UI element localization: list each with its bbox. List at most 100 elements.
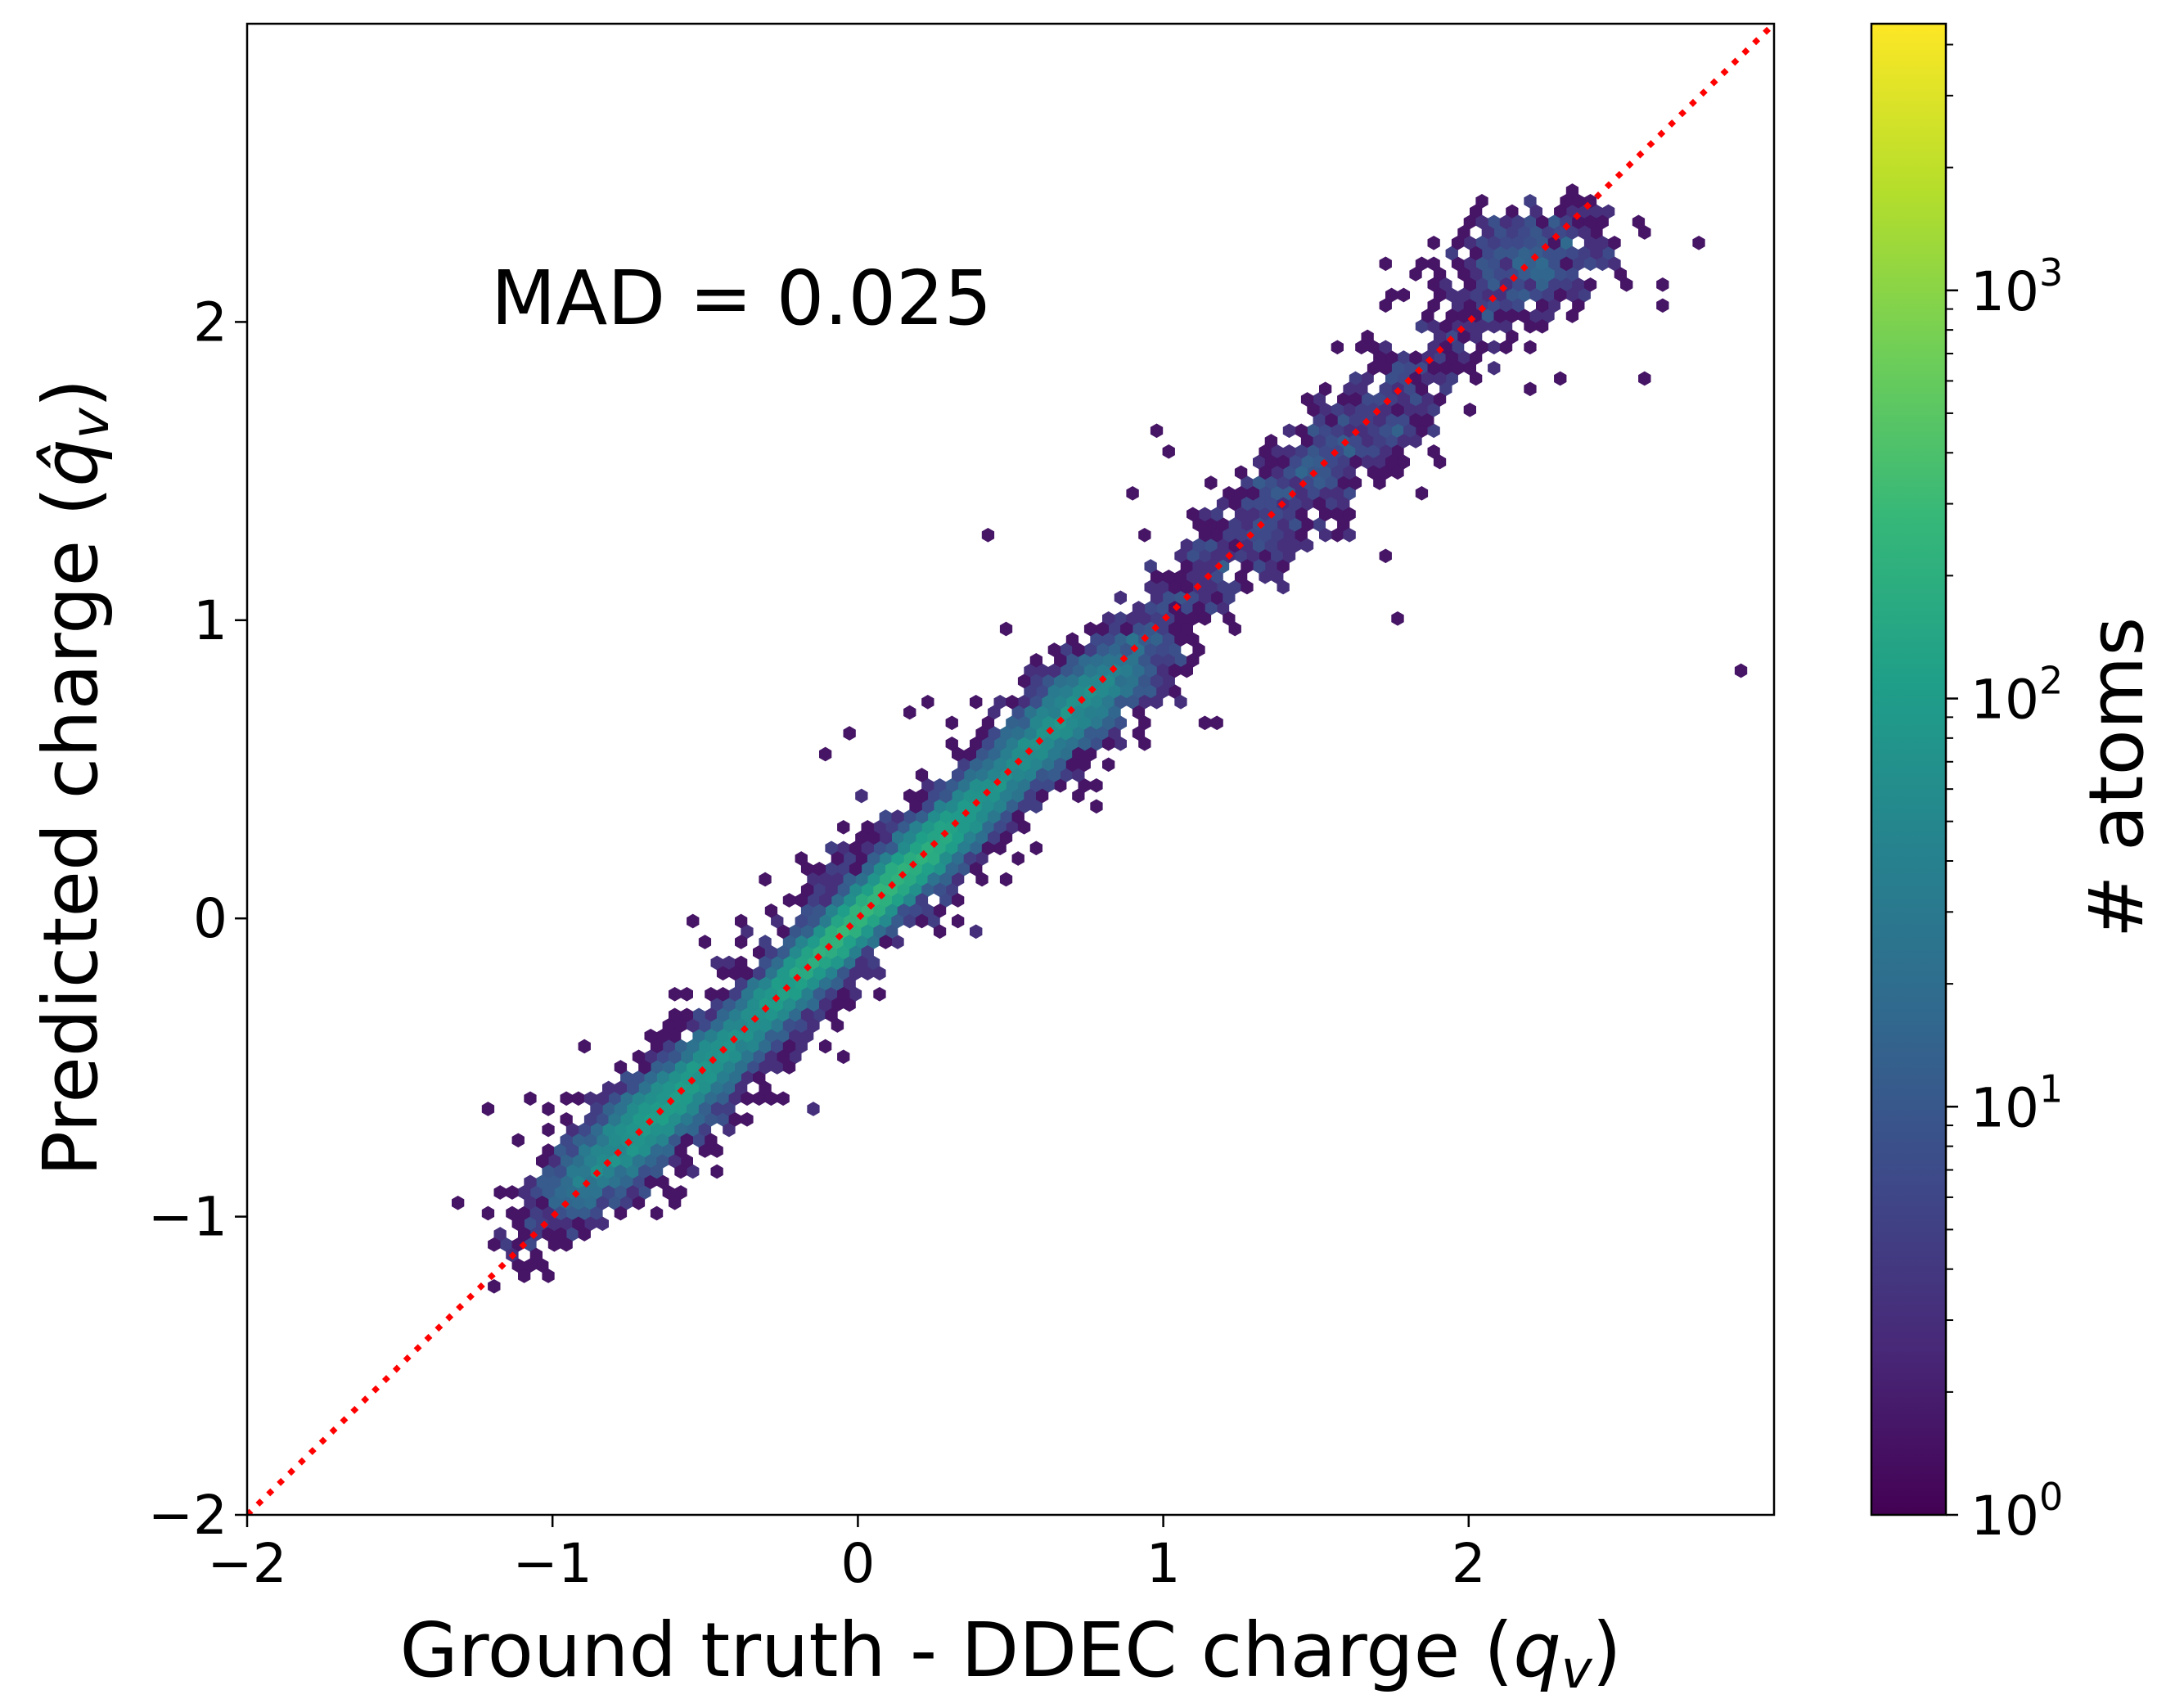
hexbin-cell: [1150, 423, 1164, 439]
hexbin-cell: [993, 799, 1006, 814]
hexbin-cell: [1042, 694, 1055, 710]
hexbin-cell: [1565, 183, 1579, 198]
hexbin-cell: [1542, 267, 1555, 282]
hexbin-cell: [1475, 193, 1488, 209]
hexbin-cell: [1608, 235, 1621, 250]
hexbin-cell: [963, 746, 976, 762]
hexbin-cell: [1011, 768, 1024, 782]
hexbin-cell: [818, 893, 832, 908]
hexbin-cell: [1470, 246, 1483, 261]
hexbin-cell: [1132, 705, 1146, 720]
hexbin-cell: [1223, 611, 1236, 626]
hexbin-cell: [668, 1049, 682, 1065]
hexbin-cell: [529, 1247, 543, 1263]
hexbin-cell: [1259, 465, 1272, 480]
hexbin-cell: [1488, 235, 1501, 250]
hexbin-cell: [698, 1102, 712, 1116]
hexbin-cell: [873, 986, 886, 1002]
hexbin-cell: [614, 1060, 628, 1075]
hexbin-cell: [1475, 214, 1488, 230]
hexbin-cell: [1090, 777, 1103, 793]
hexbin-cell: [1295, 485, 1308, 501]
hexbin-cell: [777, 1049, 790, 1065]
hexbin-cell: [999, 872, 1013, 887]
hexbin-cell: [1572, 214, 1585, 230]
hexbin-cell: [1475, 318, 1488, 334]
hexbin-cell: [1409, 267, 1422, 282]
hexbin-cell: [650, 1206, 664, 1221]
hexbin-cell: [705, 1028, 718, 1043]
hexbin-cell: [1421, 309, 1434, 323]
hexbin-cell: [1011, 851, 1024, 866]
hexbin-cell: [831, 1018, 844, 1033]
hexbin-cell: [1017, 674, 1031, 689]
hexbin-cell: [1234, 465, 1248, 480]
hexbin-cell: [1162, 444, 1175, 459]
hexbin-cell: [668, 1028, 682, 1043]
hexbin-cell: [1156, 642, 1169, 657]
hexbin-cell: [1488, 360, 1501, 376]
hexbin-cell: [999, 830, 1013, 845]
hexbin-cell: [1017, 819, 1031, 835]
x-axis-label: Ground truth - DDEC charge (qv): [399, 1607, 1621, 1701]
hexbin-cell: [1102, 736, 1115, 751]
hexbin-cell: [879, 935, 892, 949]
hexbin-cell: [891, 809, 904, 824]
hexbin-cell: [542, 1102, 555, 1116]
hexbin-cell: [511, 1216, 525, 1232]
hexbin-cell: [933, 924, 947, 940]
hexbin-cell: [795, 913, 808, 929]
hexbin-cell: [1397, 434, 1410, 448]
hexbin-cell: [1427, 256, 1440, 272]
hexbin-cell: [1319, 381, 1332, 397]
hexbin-cell: [705, 1133, 718, 1148]
hexbin-cell: [807, 1018, 820, 1033]
hexbin-cell: [734, 1060, 748, 1075]
hexbin-cell: [1102, 757, 1115, 773]
hexbin-cell: [970, 924, 983, 940]
hexbin-cell: [1006, 694, 1019, 710]
hexbin-cell: [831, 851, 844, 866]
hexbin-cell: [680, 1007, 694, 1023]
hexbin-cell: [1656, 277, 1669, 292]
colorbar-tick-label: 100: [1970, 1475, 2063, 1548]
y-tick-label: 1: [193, 589, 227, 652]
hexbin-cell: [1011, 726, 1024, 741]
hexbin-cell: [728, 1111, 741, 1127]
hexbin-cell: [626, 1122, 639, 1138]
hexbin-cell: [843, 726, 856, 741]
hexbin-cell: [759, 1060, 772, 1075]
hexbin-cell: [1277, 454, 1290, 470]
colorbar-label: # atoms: [2073, 617, 2160, 939]
hexbin-cell: [572, 1216, 585, 1232]
hexbin-cell: [1313, 434, 1326, 448]
hexbin-cell: [1174, 694, 1187, 710]
hexbin-cell: [1409, 412, 1422, 428]
hexbin-cell: [511, 1133, 525, 1148]
hexbin-cell: [1608, 256, 1621, 272]
hexbin-cell: [915, 768, 929, 782]
hexbin-cell: [1511, 214, 1524, 230]
hexbin-cell: [710, 1164, 723, 1179]
hexbin-cell: [1457, 267, 1470, 282]
hexbin-cell: [662, 1102, 675, 1116]
hexbin-cell: [481, 1206, 495, 1221]
hexbin-cell: [933, 882, 947, 898]
hexbin-cell: [1282, 423, 1296, 439]
hexbin-cell: [1192, 538, 1205, 553]
hexbin-cell: [1132, 601, 1146, 615]
hexbin-cell: [1102, 715, 1115, 731]
hexbin-cell: [535, 1195, 549, 1210]
hexbin-cell: [1319, 527, 1332, 543]
hexbin-cell: [1300, 538, 1314, 553]
hexbin-cell: [1187, 507, 1200, 522]
hexbin-cell: [885, 861, 898, 877]
hexbin-cell: [915, 913, 929, 929]
hexbin-cell: [1457, 287, 1470, 303]
hexbin-cell: [1090, 799, 1103, 814]
hexbin-cell: [572, 1195, 585, 1210]
reference-line-layer: [247, 24, 1774, 1515]
hexbin-cell: [614, 1206, 628, 1221]
hexbin-cell: [1054, 652, 1067, 668]
